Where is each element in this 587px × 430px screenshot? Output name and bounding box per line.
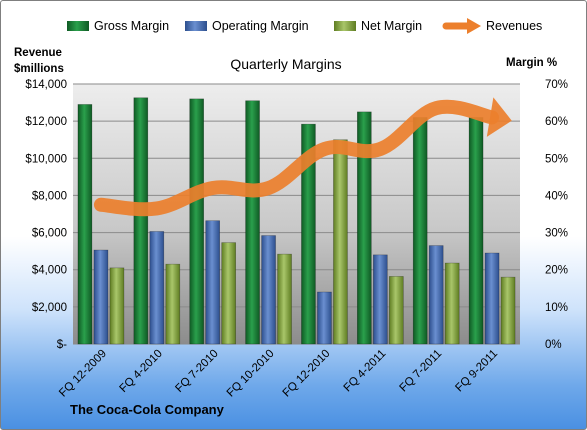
bar-gross-margin xyxy=(245,100,260,345)
x-tick-labels: FQ 12-2009 FQ 4-2010 FQ 7-2010 FQ 10-2010 FQ… xyxy=(57,348,500,400)
legend-swatch-operating-margin xyxy=(185,21,207,31)
y-left-tick-label: $- xyxy=(57,339,67,351)
y-left-label-line2: $millions xyxy=(14,63,64,75)
bar-operating-margin xyxy=(261,235,276,345)
y-left-tick-label: $6,000 xyxy=(32,228,67,240)
company-name: The Coca-Cola Company xyxy=(70,402,225,417)
bar-gross-margin xyxy=(468,117,484,345)
y-right-tick-label: 50% xyxy=(545,153,568,165)
bar-net-margin xyxy=(389,276,404,345)
legend-label-net-margin: Net Margin xyxy=(361,19,422,33)
y-right-tick-label: 10% xyxy=(545,302,568,314)
x-tick-label: FQ 7-2010 xyxy=(173,348,220,395)
y-right-tick-label: 60% xyxy=(545,116,568,128)
bar-net-margin xyxy=(277,253,292,345)
y-right-tick-label: 0% xyxy=(545,339,562,351)
bar-net-margin xyxy=(444,262,460,345)
bar-operating-margin xyxy=(93,249,109,345)
bar-operating-margin xyxy=(428,245,444,345)
y-right-label: Margin % xyxy=(506,57,557,69)
bar-net-margin xyxy=(333,139,348,345)
y-left-tick-label: $14,000 xyxy=(25,79,67,91)
y-left-tick-label: $2,000 xyxy=(32,302,67,314)
bar-net-margin xyxy=(109,267,125,345)
legend: Gross Margin Operating Margin Net Margin… xyxy=(67,18,542,34)
bar-gross-margin xyxy=(412,117,428,345)
x-tick-label: FQ 12-2010 xyxy=(281,348,333,400)
y-right-tick-label: 70% xyxy=(545,79,568,91)
y-right-ticks: 0% 10% 20% 30% 40% 50% 60% 70% xyxy=(545,79,568,351)
y-right-tick-label: 40% xyxy=(545,190,568,202)
bar-gross-margin xyxy=(133,97,149,345)
legend-swatch-net-margin xyxy=(334,21,356,31)
bar-operating-margin xyxy=(373,254,388,345)
bar-operating-margin xyxy=(205,220,220,345)
y-left-tick-label: $10,000 xyxy=(25,153,67,165)
legend-label-revenues: Revenues xyxy=(486,19,542,33)
bar-operating-margin xyxy=(149,231,165,345)
bar-net-margin xyxy=(165,263,181,345)
y-left-tick-label: $8,000 xyxy=(32,190,67,202)
y-left-tick-label: $12,000 xyxy=(25,116,67,128)
x-tick-label: FQ 4-2011 xyxy=(342,348,389,395)
revenue-line-group xyxy=(93,97,512,217)
bar-gross-margin xyxy=(357,111,372,345)
bar-net-margin xyxy=(500,276,516,345)
y-right-tick-label: 30% xyxy=(545,228,568,240)
y-left-ticks: $- $2,000 $4,000 $6,000 $8,000 $10,000 $12,000… xyxy=(25,79,67,351)
legend-swatch-gross-margin xyxy=(67,21,89,31)
chart-title: Quarterly Margins xyxy=(230,56,341,72)
y-right-tick-label: 20% xyxy=(545,265,568,277)
bar-groups xyxy=(77,97,516,345)
revenue-arrowhead xyxy=(486,97,512,137)
x-tick-label: FQ 4-2010 xyxy=(118,348,165,395)
bar-operating-margin xyxy=(484,252,500,345)
x-tick-label: FQ 10-2010 xyxy=(225,348,277,400)
y-left-tick-label: $4,000 xyxy=(32,265,67,277)
bar-operating-margin xyxy=(317,291,332,345)
x-tick-label: FQ 12-2009 xyxy=(57,348,109,400)
bar-net-margin xyxy=(221,242,236,345)
revenue-line xyxy=(93,99,500,217)
legend-label-operating-margin: Operating Margin xyxy=(212,19,309,33)
y-left-label-line1: Revenue xyxy=(14,47,62,59)
x-tick-label: FQ 9-2011 xyxy=(453,348,500,395)
x-tick-label: FQ 7-2011 xyxy=(398,348,445,395)
bar-gross-margin xyxy=(77,104,93,345)
legend-swatch-revenues xyxy=(442,18,481,34)
bar-gross-margin xyxy=(189,98,204,345)
legend-label-gross-margin: Gross Margin xyxy=(94,19,169,33)
bar-gross-margin xyxy=(301,123,316,345)
